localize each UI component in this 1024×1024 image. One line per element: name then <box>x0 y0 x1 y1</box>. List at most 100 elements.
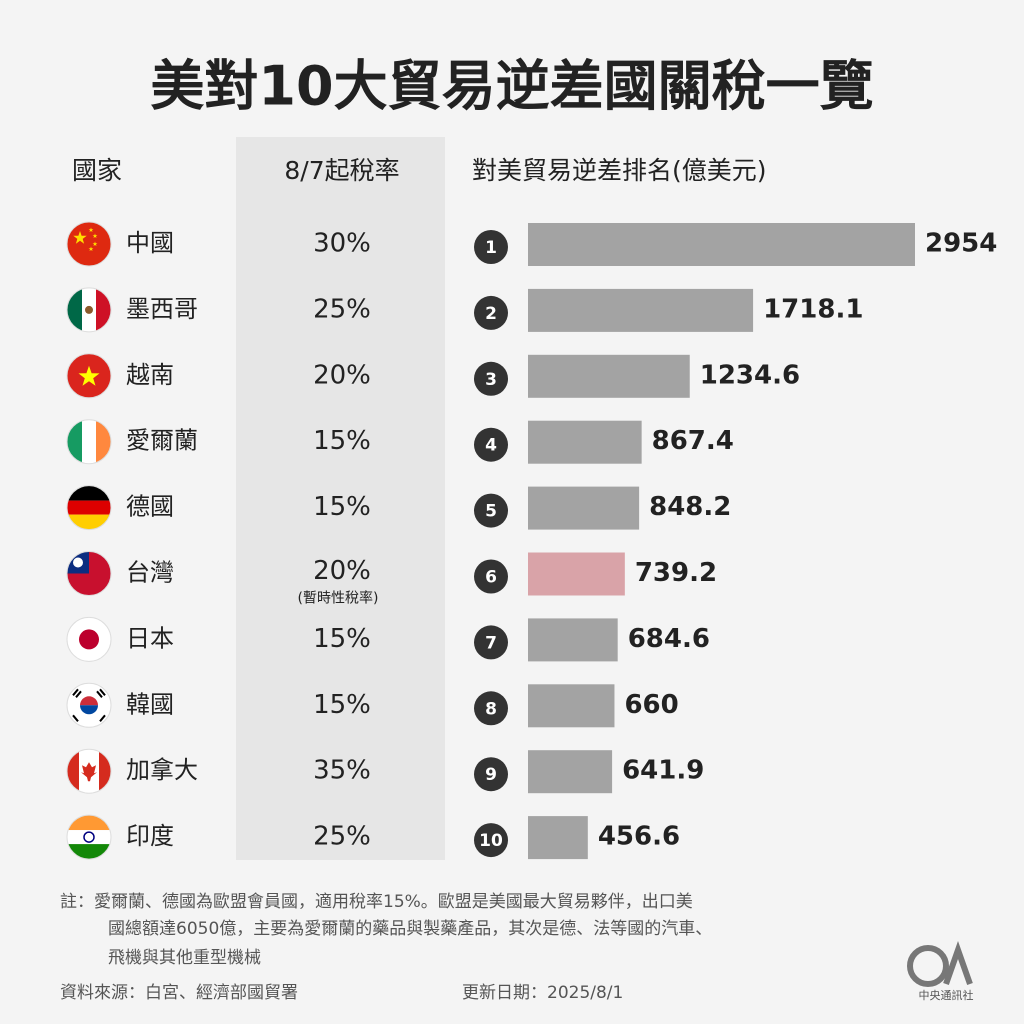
flag-part <box>67 514 111 530</box>
flag-part <box>96 287 111 332</box>
rank-badge <box>474 559 508 594</box>
flag <box>67 683 111 728</box>
flag <box>67 222 111 266</box>
bar <box>528 750 613 794</box>
country-label: 加拿大 <box>126 756 198 784</box>
tariff-label: 20% <box>313 360 371 390</box>
rank-label: 9 <box>485 765 497 785</box>
rank-badge <box>474 691 508 726</box>
value-label: 848.2 <box>649 492 731 522</box>
bar <box>528 223 915 266</box>
column-header: 國家 <box>72 156 122 185</box>
tariff-label: 35% <box>313 756 371 786</box>
note-line: 註：愛爾蘭、德國為歐盟會員國，適用稅率15%。歐盟是美國最大貿易夥伴，出口美 <box>60 892 693 912</box>
value-label: 867.4 <box>652 426 734 456</box>
rank-badge <box>474 757 508 792</box>
flag-border <box>66 287 112 333</box>
rank-label: 5 <box>485 502 497 522</box>
value-label: 1718.1 <box>763 294 863 324</box>
flag-border <box>66 485 112 531</box>
flag-part <box>78 365 100 386</box>
flag-part <box>67 419 82 464</box>
flag-border <box>66 814 112 860</box>
column-header: 8/7起稅率 <box>284 156 399 185</box>
flag <box>67 353 111 398</box>
flag-part <box>88 227 94 232</box>
bar <box>528 354 690 398</box>
flag-border <box>66 748 112 794</box>
flag-part <box>96 419 111 464</box>
rank-badge <box>474 361 508 396</box>
column-header: 對美貿易逆差排名(億美元) <box>472 156 767 185</box>
country-label: 墨西哥 <box>126 295 198 323</box>
flag-part <box>81 762 97 782</box>
country-label: 中國 <box>126 229 174 257</box>
rank-label: 4 <box>485 436 497 456</box>
chart-title: 美對10大貿易逆差國關稅一覽 <box>150 55 873 118</box>
rank-badge <box>474 427 508 462</box>
bar <box>528 618 618 662</box>
rank-label: 2 <box>485 304 497 324</box>
bar <box>528 288 754 332</box>
flag-border <box>66 616 112 662</box>
country-label: 台灣 <box>126 559 174 587</box>
tariff-label: 25% <box>313 294 371 324</box>
tariff-label: 25% <box>313 822 371 852</box>
tariff-label: 15% <box>313 624 371 654</box>
rank-label: 7 <box>485 633 497 653</box>
tariff-label: 15% <box>313 690 371 720</box>
flag <box>67 419 111 464</box>
flag-part <box>67 830 111 845</box>
flag-part <box>67 815 111 831</box>
tariff-label: 20% <box>313 556 371 586</box>
note-line: 國總額達6050億，主要為愛爾蘭的藥品與製藥產品，其次是德、法等國的汽車、 <box>108 919 712 939</box>
flag-part <box>83 831 95 843</box>
rank-label: 1 <box>485 238 497 258</box>
rank-badge <box>474 625 508 660</box>
rank-badge <box>474 823 508 858</box>
tariff-label: 15% <box>313 426 371 456</box>
flag-border <box>66 221 112 267</box>
bar <box>528 486 640 530</box>
flag-part <box>73 557 83 568</box>
country-label: 越南 <box>126 361 174 389</box>
country-label: 愛爾蘭 <box>126 427 198 455</box>
value-label: 684.6 <box>628 624 710 654</box>
publisher: 中央通訊社 <box>919 988 974 1002</box>
flag-part <box>79 629 99 650</box>
bar <box>528 816 588 860</box>
flag <box>67 815 111 860</box>
flag-part <box>80 705 98 715</box>
flag-border <box>66 353 112 399</box>
flag-part <box>92 241 98 246</box>
flag-part <box>72 688 106 722</box>
rank-label: 6 <box>485 568 497 588</box>
country-label: 印度 <box>126 822 174 850</box>
flag-border <box>66 419 112 465</box>
tariff-note: (暫時性稅率) <box>298 590 379 607</box>
rank-label: 10 <box>479 831 503 851</box>
flag-part <box>73 231 87 244</box>
flag <box>67 287 111 332</box>
tariff-label: 15% <box>313 492 371 522</box>
source: 資料來源：白宮、經濟部國貿署 <box>60 983 298 1003</box>
value-label: 660 <box>624 690 678 720</box>
rank-badge <box>474 230 508 264</box>
flag-part <box>67 485 111 501</box>
logo-a <box>943 940 973 985</box>
updated-date: 更新日期：2025/8/1 <box>462 983 623 1003</box>
value-label: 739.2 <box>635 558 717 588</box>
bar <box>528 552 625 596</box>
flag-part <box>67 287 82 332</box>
country-label: 德國 <box>126 493 174 521</box>
tariff-label: 30% <box>313 229 371 259</box>
rank-label: 3 <box>485 370 497 390</box>
flag-part <box>82 419 96 464</box>
flag <box>67 617 111 662</box>
value-label: 641.9 <box>622 756 704 786</box>
flag <box>67 485 111 530</box>
flag-part <box>85 305 93 314</box>
flag <box>67 551 111 596</box>
